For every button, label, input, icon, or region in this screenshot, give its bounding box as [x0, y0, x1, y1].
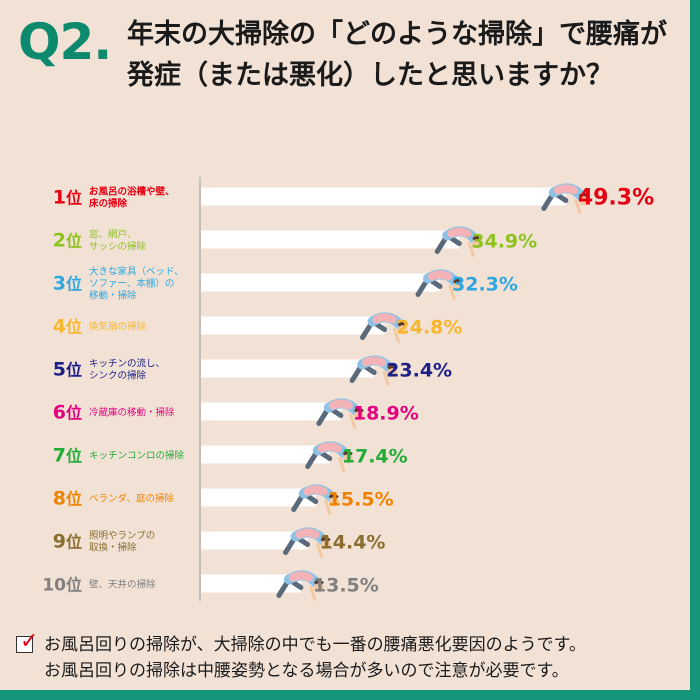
bending-person-icon-3	[415, 269, 464, 300]
rank-label-10: 10位	[42, 576, 82, 596]
category-label-10: 壁、天井の掃除	[89, 579, 156, 591]
bar-5	[201, 359, 375, 378]
bar-6	[201, 402, 341, 421]
rank-label-2: 2位	[53, 230, 82, 252]
rank-label-8: 8位	[53, 488, 82, 510]
bending-person-icon-1	[541, 183, 589, 214]
question-title: 年末の大掃除の「どのような掃除」で腰痛が発症（または悪化）したと思いますか？	[127, 19, 667, 91]
bending-person-icon-5	[349, 355, 398, 386]
bending-person-icon-9	[283, 527, 331, 558]
value-label-7: 17.4%	[342, 446, 408, 468]
rank-label-4: 4位	[53, 316, 82, 338]
value-label-9: 14.4%	[320, 532, 386, 554]
bar-10	[201, 574, 301, 593]
check-icon: ✓	[20, 629, 39, 654]
bar-3	[201, 273, 441, 292]
value-label-6: 18.9%	[353, 403, 419, 425]
category-label-2: 窓、網戸、サッシの掃除	[89, 229, 147, 253]
category-label-8: ベランダ、庭の掃除	[89, 493, 175, 505]
checkbox-icon: ✓	[16, 631, 38, 653]
value-label-3: 32.3%	[452, 274, 518, 296]
value-label-5: 23.4%	[386, 360, 452, 382]
rank-label-6: 6位	[53, 402, 82, 424]
bending-person-icon-7	[305, 441, 353, 472]
bar-2	[201, 230, 460, 249]
category-label-6: 冷蔵庫の移動・掃除	[89, 407, 175, 419]
category-label-1: お風呂の浴槽や壁、床の掃除	[89, 186, 175, 210]
bending-person-icon-2	[434, 226, 483, 257]
footer-note-line-2: お風呂回りの掃除は中腰姿勢となる場合が多いので注意が必要です。	[44, 661, 569, 681]
category-label-7: キッチンコンロの掃除	[89, 450, 185, 462]
bar-4	[201, 316, 385, 335]
bar-9	[201, 531, 308, 550]
value-label-1: 49.3%	[578, 186, 654, 211]
category-label-4: 換気扇の掃除	[89, 321, 147, 333]
bending-person-icon-10	[276, 570, 324, 601]
category-label-9: 照明やランプの取換・掃除	[89, 531, 155, 554]
bending-person-icon-6	[316, 398, 364, 429]
value-label-2: 34.9%	[471, 231, 537, 253]
bar-7	[201, 445, 330, 464]
bending-person-icon-8	[291, 484, 339, 515]
category-label-5: キッチンの流し、シンクの掃除	[89, 358, 165, 382]
question-number: Q2.	[18, 13, 112, 71]
bar-8	[201, 488, 316, 507]
rank-label-5: 5位	[53, 359, 82, 381]
bar-1	[201, 187, 566, 206]
value-label-10: 13.5%	[313, 575, 379, 597]
value-label-4: 24.8%	[397, 317, 463, 339]
rank-label-3: 3位	[53, 273, 82, 295]
rank-label-1: 1位	[53, 187, 82, 209]
footer-note-line-1: お風呂回りの掃除が、大掃除の中でも一番の腰痛悪化要因のようです。	[44, 635, 586, 655]
category-label-3: 大きな家具（ベッド、ソファー、本棚）の移動・掃除	[89, 266, 184, 302]
bending-person-icon-4	[360, 312, 408, 343]
rank-label-7: 7位	[53, 445, 82, 467]
value-label-8: 15.5%	[328, 489, 394, 511]
rank-label-9: 9位	[53, 531, 82, 553]
